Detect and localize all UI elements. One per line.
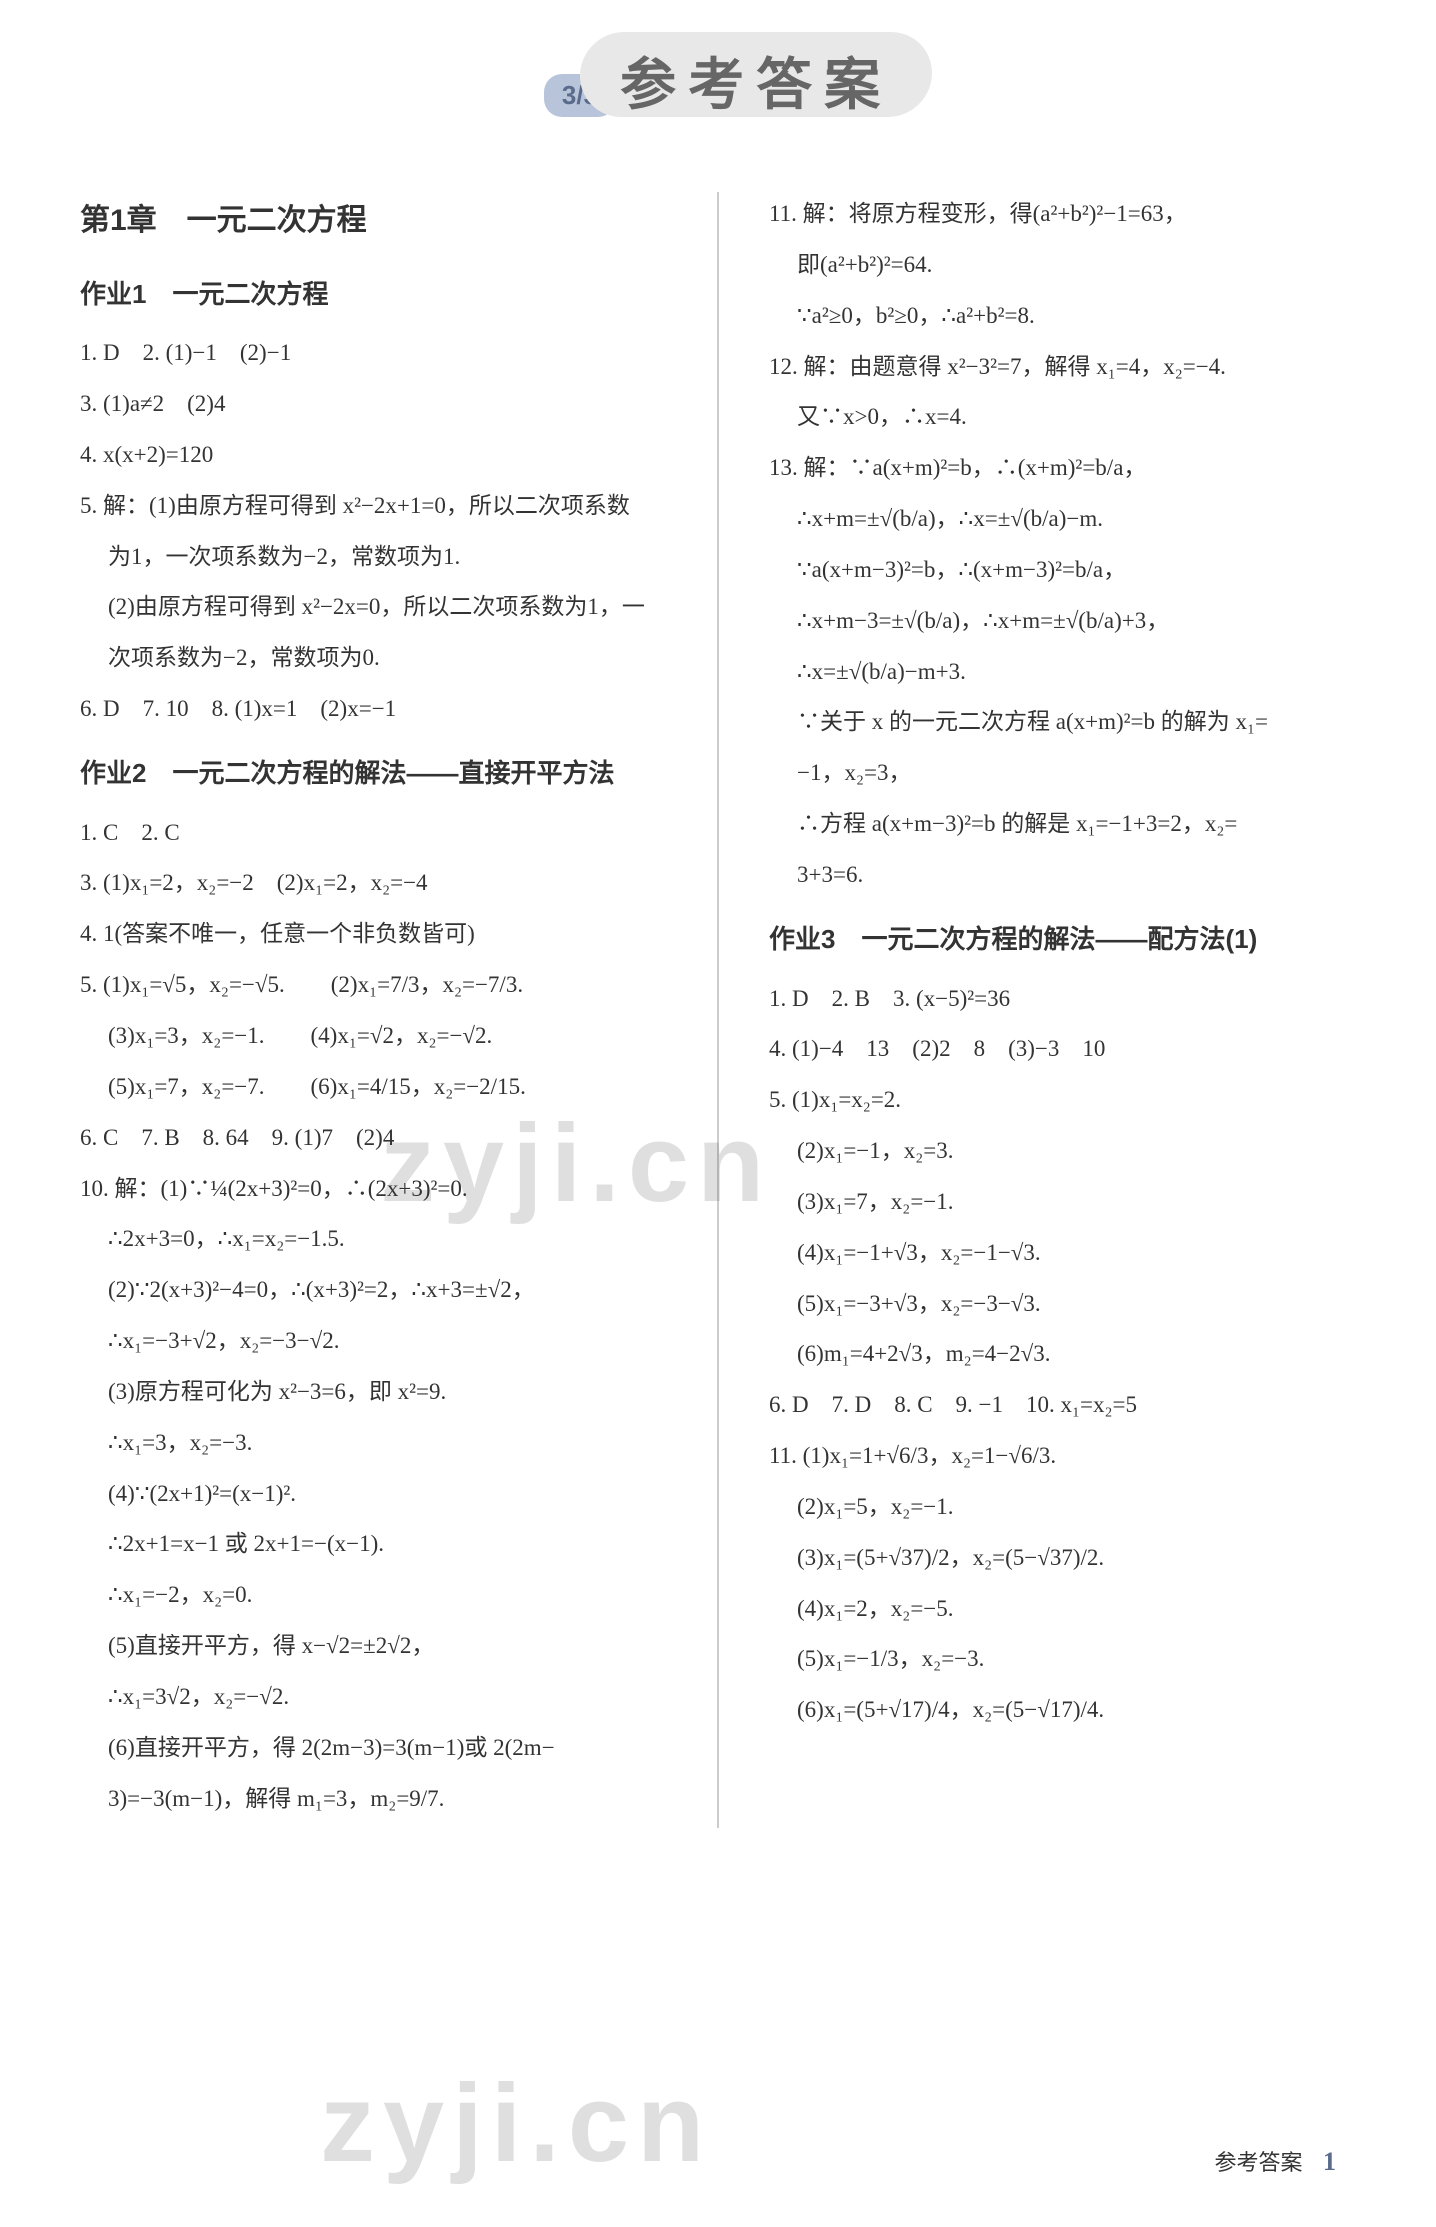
content-columns: 第1章 一元二次方程 作业1 一元二次方程 1. D 2. (1)−1 (2)−… bbox=[0, 192, 1436, 1828]
answer-line: ∴x+m−3=±√(b/a)，∴x+m=±√(b/a)+3， bbox=[769, 599, 1356, 644]
answer-line: 6. C 7. B 8. 64 9. (1)7 (2)4 bbox=[80, 1116, 667, 1161]
answer-line: ∴x+m=±√(b/a)，∴x=±√(b/a)−m. bbox=[769, 497, 1356, 542]
section-title-1: 作业1 一元二次方程 bbox=[80, 269, 667, 320]
answer-line: (2)x₁=5，x₂=−1. bbox=[769, 1485, 1356, 1530]
chapter-title: 第1章 一元二次方程 bbox=[80, 192, 667, 251]
answer-line: ∵关于 x 的一元二次方程 a(x+m)²=b 的解为 x₁= bbox=[769, 700, 1356, 745]
answer-line: 6. D 7. 10 8. (1)x=1 (2)x=−1 bbox=[80, 687, 667, 732]
column-divider bbox=[717, 192, 719, 1828]
answer-line: 4. (1)−4 13 (2)2 8 (3)−3 10 bbox=[769, 1027, 1356, 1072]
answer-line: 为1，一次项系数为−2，常数项为1. bbox=[80, 535, 667, 580]
answer-line: 又∵x>0，∴x=4. bbox=[769, 395, 1356, 440]
answer-line: (3)x₁=3，x₂=−1. (4)x₁=√2，x₂=−√2. bbox=[80, 1014, 667, 1059]
answer-line: 13. 解：∵a(x+m)²=b，∴(x+m)²=b/a， bbox=[769, 446, 1356, 491]
answer-line: (3)x₁=(5+√37)/2，x₂=(5−√37)/2. bbox=[769, 1536, 1356, 1581]
section-title-2: 作业2 一元二次方程的解法——直接开平方法 bbox=[80, 748, 667, 799]
answer-line: 12. 解：由题意得 x²−3²=7，解得 x₁=4，x₂=−4. bbox=[769, 345, 1356, 390]
answer-line: 即(a²+b²)²=64. bbox=[769, 243, 1356, 288]
answer-line: 10. 解：(1)∵¼(2x+3)²=0，∴(2x+3)²=0. bbox=[80, 1167, 667, 1212]
answer-line: 3+3=6. bbox=[769, 853, 1356, 898]
answer-line: (5)x₁=−1/3，x₂=−3. bbox=[769, 1637, 1356, 1682]
answer-line: (6)直接开平方，得 2(2m−3)=3(m−1)或 2(2m− bbox=[80, 1726, 667, 1771]
page-title: 参考答案 bbox=[620, 40, 892, 121]
left-column: 第1章 一元二次方程 作业1 一元二次方程 1. D 2. (1)−1 (2)−… bbox=[80, 192, 667, 1828]
answer-line: 3. (1)x₁=2，x₂=−2 (2)x₁=2，x₂=−4 bbox=[80, 861, 667, 906]
answer-line: 4. 1(答案不唯一，任意一个非负数皆可) bbox=[80, 912, 667, 957]
answer-line: 3. (1)a≠2 (2)4 bbox=[80, 382, 667, 427]
answer-line: ∵a(x+m−3)²=b，∴(x+m−3)²=b/a， bbox=[769, 548, 1356, 593]
answer-line: (6)m₁=4+2√3，m₂=4−2√3. bbox=[769, 1332, 1356, 1377]
answer-line: 5. (1)x₁=√5，x₂=−√5. (2)x₁=7/3，x₂=−7/3. bbox=[80, 963, 667, 1008]
answer-line: 5. (1)x₁=x₂=2. bbox=[769, 1078, 1356, 1123]
answer-line: (3)x₁=7，x₂=−1. bbox=[769, 1180, 1356, 1225]
answer-line: ∴x=±√(b/a)−m+3. bbox=[769, 650, 1356, 695]
answer-line: ∴x₁=−2，x₂=0. bbox=[80, 1573, 667, 1618]
answer-line: ∴方程 a(x+m−3)²=b 的解是 x₁=−1+3=2，x₂= bbox=[769, 802, 1356, 847]
right-column: 11. 解：将原方程变形，得(a²+b²)²−1=63， 即(a²+b²)²=6… bbox=[769, 192, 1356, 1828]
answer-line: −1，x₂=3， bbox=[769, 751, 1356, 796]
answer-line: (4)x₁=2，x₂=−5. bbox=[769, 1587, 1356, 1632]
answer-line: 5. 解：(1)由原方程可得到 x²−2x+1=0，所以二次项系数 bbox=[80, 484, 667, 529]
answer-line: ∴2x+1=x−1 或 2x+1=−(x−1). bbox=[80, 1522, 667, 1567]
answer-line: 3)=−3(m−1)，解得 m₁=3，m₂=9/7. bbox=[80, 1777, 667, 1822]
header: 3/3 参考答案 bbox=[0, 40, 1436, 132]
watermark: zyji.cn bbox=[320, 2060, 712, 2187]
answer-line: 6. D 7. D 8. C 9. −1 10. x₁=x₂=5 bbox=[769, 1383, 1356, 1428]
answer-line: 次项系数为−2，常数项为0. bbox=[80, 636, 667, 681]
answer-line: 4. x(x+2)=120 bbox=[80, 433, 667, 478]
answer-line: ∴x₁=3，x₂=−3. bbox=[80, 1421, 667, 1466]
answer-line: 11. 解：将原方程变形，得(a²+b²)²−1=63， bbox=[769, 192, 1356, 237]
answer-line: 1. D 2. (1)−1 (2)−1 bbox=[80, 331, 667, 376]
answer-line: (3)原方程可化为 x²−3=6，即 x²=9. bbox=[80, 1370, 667, 1415]
answer-line: (5)x₁=−3+√3，x₂=−3−√3. bbox=[769, 1282, 1356, 1327]
answer-line: ∴x₁=3√2，x₂=−√2. bbox=[80, 1675, 667, 1720]
answer-line: (2)由原方程可得到 x²−2x=0，所以二次项系数为1，一 bbox=[80, 585, 667, 630]
footer: 参考答案 1 bbox=[1214, 2145, 1336, 2177]
answer-line: ∴2x+3=0，∴x₁=x₂=−1.5. bbox=[80, 1217, 667, 1262]
answer-line: (5)直接开平方，得 x−√2=±2√2， bbox=[80, 1624, 667, 1669]
answer-line: (6)x₁=(5+√17)/4，x₂=(5−√17)/4. bbox=[769, 1688, 1356, 1733]
answer-line: 1. C 2. C bbox=[80, 811, 667, 856]
answer-line: (4)∵(2x+1)²=(x−1)². bbox=[80, 1472, 667, 1517]
footer-page-number: 1 bbox=[1323, 2147, 1336, 2176]
answer-line: 11. (1)x₁=1+√6/3，x₂=1−√6/3. bbox=[769, 1434, 1356, 1479]
answer-line: ∵a²≥0，b²≥0，∴a²+b²=8. bbox=[769, 294, 1356, 339]
answer-line: ∴x₁=−3+√2，x₂=−3−√2. bbox=[80, 1319, 667, 1364]
footer-label: 参考答案 bbox=[1214, 2150, 1302, 2175]
answer-line: (5)x₁=7，x₂=−7. (6)x₁=4/15，x₂=−2/15. bbox=[80, 1065, 667, 1110]
section-title-3: 作业3 一元二次方程的解法——配方法(1) bbox=[769, 914, 1356, 965]
answer-line: (2)x₁=−1，x₂=3. bbox=[769, 1129, 1356, 1174]
title-banner: 参考答案 bbox=[620, 40, 892, 121]
answer-line: (2)∵2(x+3)²−4=0，∴(x+3)²=2，∴x+3=±√2， bbox=[80, 1268, 667, 1313]
answer-line: 1. D 2. B 3. (x−5)²=36 bbox=[769, 977, 1356, 1022]
answer-line: (4)x₁=−1+√3，x₂=−1−√3. bbox=[769, 1231, 1356, 1276]
